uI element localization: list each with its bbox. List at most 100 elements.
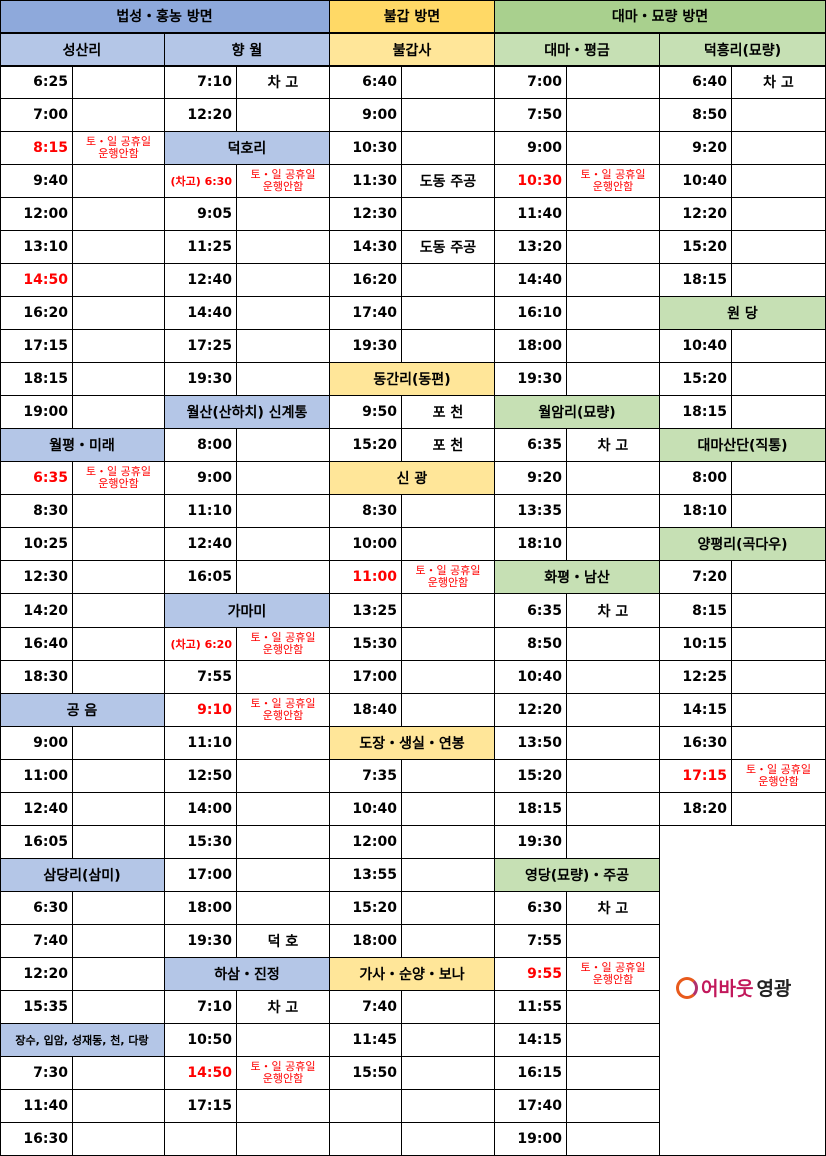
departure-time: 9:00 — [165, 462, 237, 495]
departure-time: 9:00 — [330, 99, 402, 132]
departure-time: 10:30 — [495, 165, 567, 198]
departure-time: 7:10 — [165, 66, 237, 99]
departure-note — [73, 1123, 165, 1156]
departure-note — [402, 330, 495, 363]
departure-time: 11:10 — [165, 727, 237, 760]
departure-time: 8:50 — [495, 628, 567, 661]
departure-note — [237, 363, 330, 396]
departure-note — [402, 1123, 495, 1156]
route-subheader: 월암리(묘량) — [495, 396, 660, 429]
departure-note — [567, 231, 660, 264]
departure-note — [732, 661, 826, 694]
departure-note — [402, 1057, 495, 1090]
no-weekend-service-note: 토・일 공휴일 운행안함 — [73, 132, 165, 165]
departure-time: 6:30 — [0, 892, 73, 925]
departure-time: 16:15 — [495, 1057, 567, 1090]
departure-time: 18:00 — [165, 892, 237, 925]
departure-note — [402, 99, 495, 132]
departure-note — [402, 1090, 495, 1123]
departure-note — [402, 859, 495, 892]
departure-time — [165, 1123, 237, 1156]
departure-note — [567, 330, 660, 363]
departure-note: 차 고 — [237, 66, 330, 99]
departure-time: 10:25 — [0, 528, 73, 561]
direction-header: 대마・묘량 방면 — [495, 0, 826, 34]
departure-note — [73, 231, 165, 264]
departure-time: 15:50 — [330, 1057, 402, 1090]
departure-time: 14:15 — [495, 1024, 567, 1057]
departure-note — [73, 66, 165, 99]
departure-time: 12:20 — [0, 958, 73, 991]
departure-time: 19:00 — [495, 1123, 567, 1156]
departure-note — [732, 198, 826, 231]
departure-note — [567, 1123, 660, 1156]
departure-note — [73, 528, 165, 561]
departure-note — [567, 1024, 660, 1057]
departure-time: 9:00 — [495, 132, 567, 165]
departure-time: 19:30 — [495, 363, 567, 396]
departure-note — [567, 661, 660, 694]
departure-time: 16:40 — [0, 628, 73, 661]
departure-note: 차 고 — [732, 66, 826, 99]
departure-time: 10:15 — [660, 628, 732, 661]
departure-time: 11:00 — [330, 561, 402, 594]
departure-time: 12:20 — [165, 99, 237, 132]
route-subheader: 삼당리(삼미) — [0, 859, 165, 892]
departure-time: 8:30 — [0, 495, 73, 528]
departure-time: 6:40 — [660, 66, 732, 99]
departure-time: 10:00 — [330, 528, 402, 561]
departure-time: 16:10 — [495, 297, 567, 330]
no-weekend-service-note: 토・일 공휴일 운행안함 — [732, 760, 826, 793]
departure-note — [567, 462, 660, 495]
departure-time: 8:50 — [660, 99, 732, 132]
logo: 어바웃 영광 — [676, 974, 791, 1001]
departure-note — [73, 628, 165, 661]
departure-time: 18:10 — [495, 528, 567, 561]
departure-note — [567, 991, 660, 1024]
departure-time — [330, 1123, 402, 1156]
departure-note — [732, 132, 826, 165]
departure-note — [567, 760, 660, 793]
departure-time: 6:30 — [495, 892, 567, 925]
departure-time: 7:40 — [0, 925, 73, 958]
departure-note — [73, 727, 165, 760]
departure-time: 17:15 — [660, 760, 732, 793]
departure-note — [567, 925, 660, 958]
departure-note — [732, 727, 826, 760]
departure-note — [732, 165, 826, 198]
departure-note — [73, 925, 165, 958]
route-subheader: 하삼・진정 — [165, 958, 330, 991]
departure-time: 12:40 — [165, 264, 237, 297]
departure-note — [567, 99, 660, 132]
departure-note — [73, 396, 165, 429]
route-header: 향 월 — [165, 34, 330, 67]
direction-header: 법성・홍농 방면 — [0, 0, 330, 34]
departure-time: 11:40 — [0, 1090, 73, 1123]
departure-time: 11:45 — [330, 1024, 402, 1057]
departure-note — [237, 727, 330, 760]
departure-time: 13:55 — [330, 859, 402, 892]
departure-note: 차 고 — [237, 991, 330, 1024]
departure-time: 9:10 — [165, 694, 237, 727]
route-subheader: 양평리(곡다우) — [660, 528, 826, 561]
departure-time: 10:40 — [495, 661, 567, 694]
departure-note — [567, 198, 660, 231]
departure-time: 17:15 — [0, 330, 73, 363]
departure-time: 18:20 — [660, 793, 732, 826]
departure-note — [732, 793, 826, 826]
departure-note — [73, 297, 165, 330]
departure-time: 17:15 — [165, 1090, 237, 1123]
departure-time: 17:00 — [165, 859, 237, 892]
departure-note — [567, 297, 660, 330]
departure-note — [567, 628, 660, 661]
departure-note — [237, 330, 330, 363]
departure-note — [237, 826, 330, 859]
departure-time: 14:40 — [495, 264, 567, 297]
departure-time: 19:00 — [0, 396, 73, 429]
departure-note — [567, 264, 660, 297]
departure-note — [237, 429, 330, 462]
departure-note — [402, 826, 495, 859]
departure-time: 15:20 — [330, 892, 402, 925]
departure-note — [567, 528, 660, 561]
departure-note — [567, 826, 660, 859]
